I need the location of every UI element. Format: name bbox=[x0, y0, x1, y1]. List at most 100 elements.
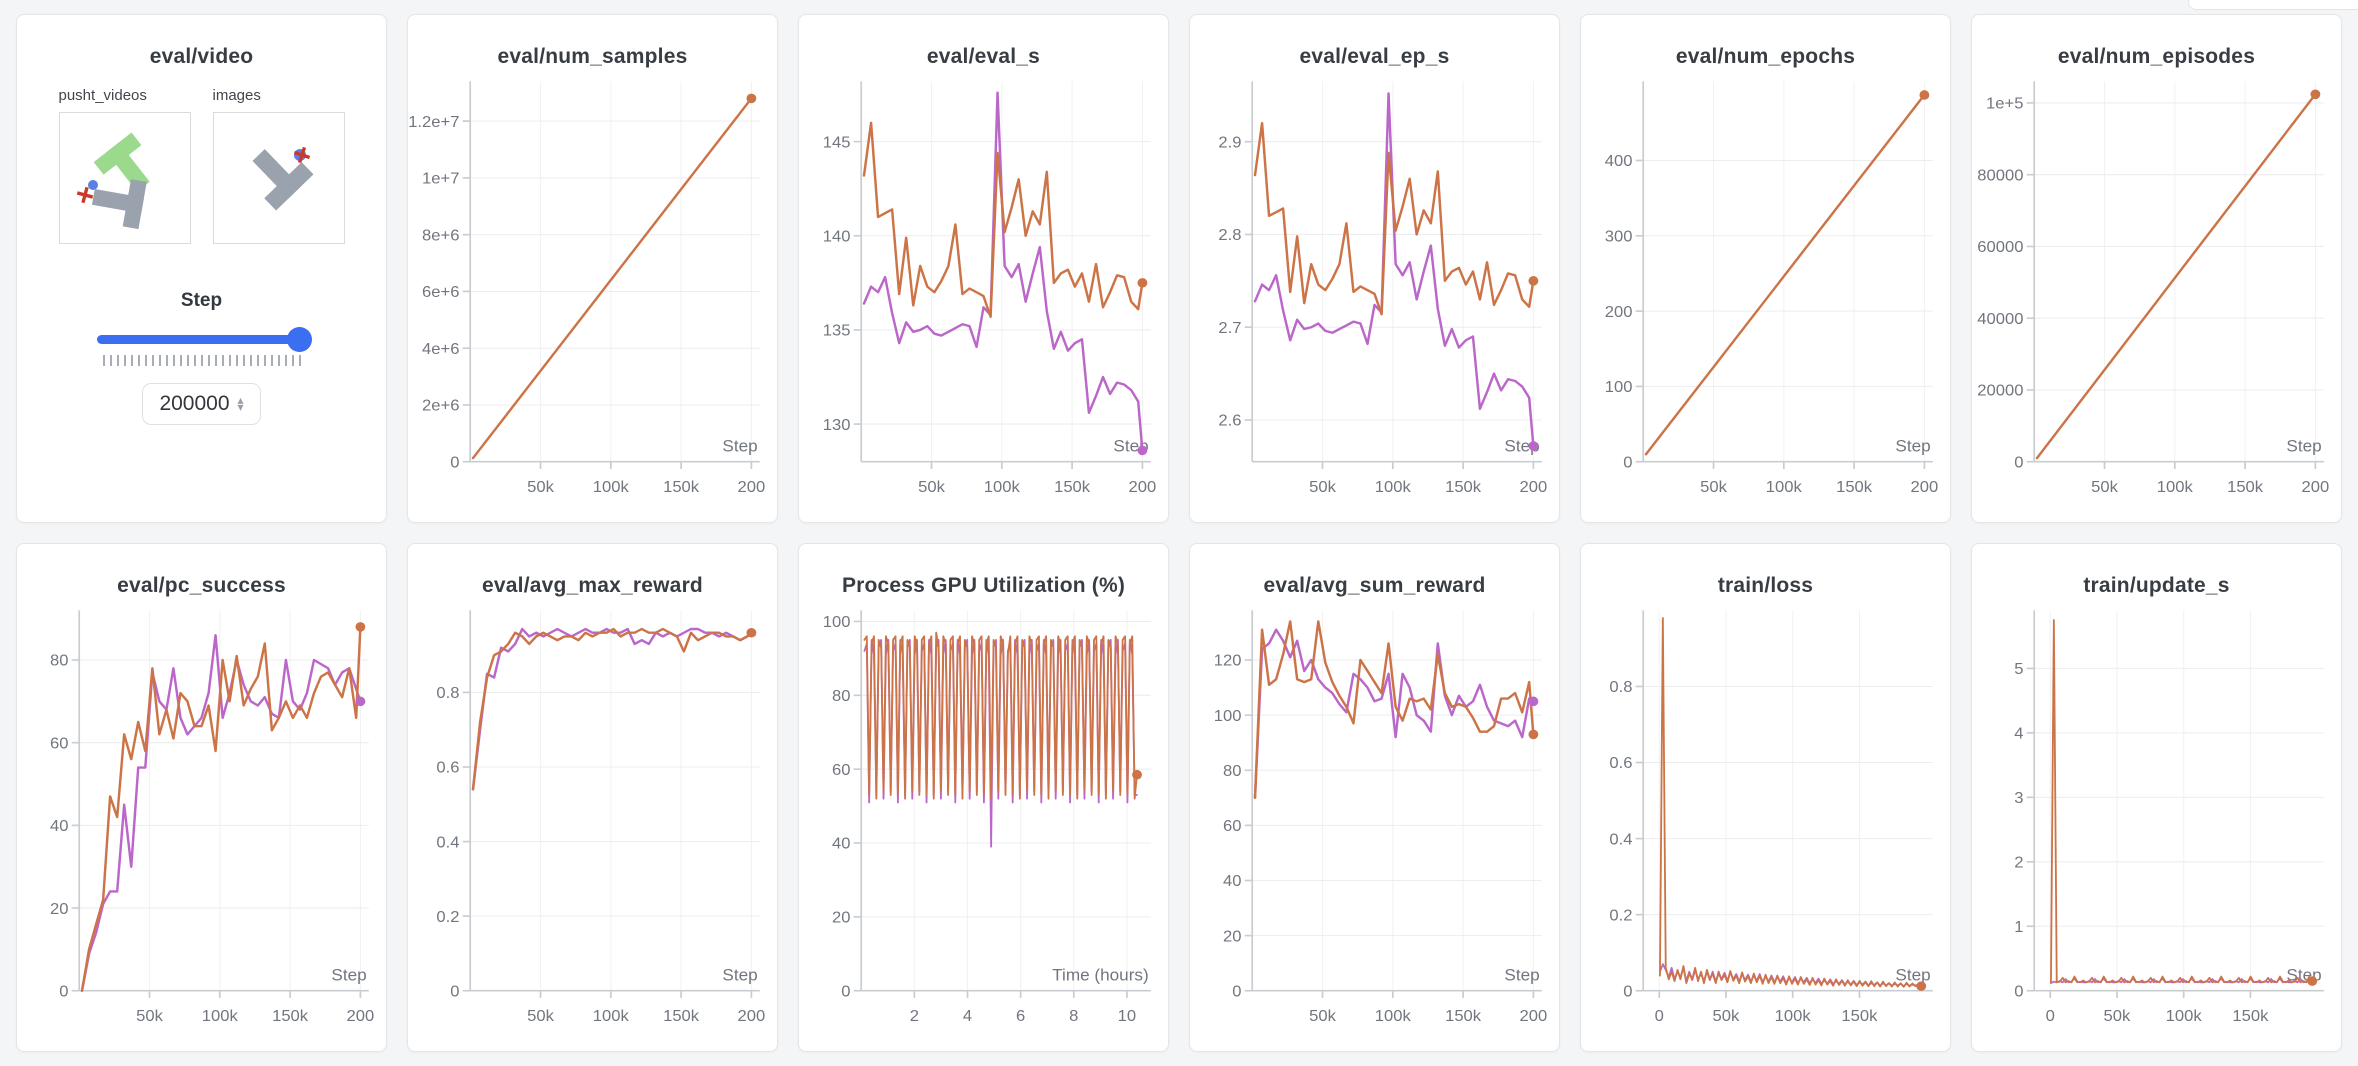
y-tick-label: 0 bbox=[450, 983, 459, 1001]
chart-canvas[interactable]: 0 20 40 60 80 100 120 50k 100k 150k 200 Step bbox=[1190, 600, 1559, 1051]
x-tick-label: 100k bbox=[202, 1007, 239, 1025]
step-slider[interactable] bbox=[96, 327, 312, 352]
media-column-images: images bbox=[212, 87, 345, 244]
x-tick-label: 50k bbox=[2091, 478, 2119, 496]
chart-canvas[interactable]: 0 20000 40000 60000 80000 1e+5 50k 100k 150k 200 S… bbox=[1972, 71, 2341, 522]
y-tick-label: 8e+6 bbox=[422, 227, 459, 245]
y-tick-label: 60 bbox=[1223, 817, 1241, 835]
x-tick-label: 2 bbox=[910, 1007, 919, 1025]
y-tick-label: 0.8 bbox=[436, 684, 459, 702]
chart-title: eval/eval_s bbox=[926, 45, 1041, 68]
spinner-up-icon[interactable]: ▴ bbox=[237, 392, 244, 407]
series-line-orange[interactable] bbox=[1659, 617, 1923, 988]
media-label: pusht_videos bbox=[58, 87, 147, 104]
series-line-purple[interactable] bbox=[80, 634, 362, 992]
y-tick-label: 0.2 bbox=[1609, 907, 1632, 925]
series-line-orange[interactable] bbox=[1253, 620, 1535, 799]
spinner-down-icon[interactable]: ▾ bbox=[237, 400, 244, 414]
y-tick-label: 0.4 bbox=[1609, 831, 1632, 849]
y-tick-label: 0.4 bbox=[436, 834, 459, 852]
y-tick-label: 400 bbox=[1605, 152, 1633, 170]
x-tick-label: 200 bbox=[1129, 478, 1157, 496]
y-tick-label: 60000 bbox=[1977, 238, 2023, 256]
y-tick-label: 80 bbox=[50, 652, 68, 670]
x-tick-label: 100k bbox=[593, 1007, 630, 1025]
y-tick-label: 1.2e+7 bbox=[408, 113, 459, 131]
media-column-pusht-videos: pusht_videos bbox=[58, 87, 191, 244]
series-line-orange[interactable] bbox=[80, 625, 362, 992]
y-tick-label: 60 bbox=[50, 735, 68, 753]
chart-canvas[interactable]: 0 20 40 60 80 50k 100k 150k 200 Step bbox=[17, 600, 386, 1051]
step-slider-track[interactable] bbox=[96, 335, 305, 344]
chart-canvas[interactable]: 0 0.2 0.4 0.6 0.8 0 50k 100k 150k Step bbox=[1581, 600, 1950, 1051]
y-tick-label: 4e+6 bbox=[422, 340, 459, 358]
series-line-purple[interactable] bbox=[471, 627, 753, 791]
x-tick-label: 100k bbox=[1375, 478, 1412, 496]
x-tick-label: 100k bbox=[593, 478, 630, 496]
video-panel-title: eval/video bbox=[149, 45, 254, 68]
x-tick-label: 100k bbox=[1775, 1007, 1812, 1025]
x-tick-label: 150k bbox=[272, 1007, 309, 1025]
chart-canvas[interactable]: 2.6 2.7 2.8 2.9 50k 100k 150k 200 Step bbox=[1190, 71, 1559, 522]
y-tick-label: 140 bbox=[823, 228, 851, 246]
x-tick-label: 100k bbox=[1375, 1007, 1412, 1025]
end-point-dot-orange bbox=[1528, 729, 1539, 740]
chart-canvas[interactable]: 0 0.2 0.4 0.6 0.8 50k 100k 150k 200 Step bbox=[408, 600, 777, 1051]
series-line-orange[interactable] bbox=[2035, 93, 2317, 460]
step-slider-thumb[interactable] bbox=[286, 327, 312, 352]
y-tick-label: 0.2 bbox=[436, 908, 459, 926]
chart-canvas[interactable]: 0 20 40 60 80 100 2 4 6 8 10 Time (hours) bbox=[799, 600, 1168, 1051]
series-line-orange[interactable] bbox=[2050, 619, 2314, 984]
x-tick-label: 200 bbox=[738, 478, 766, 496]
y-tick-label: 100 bbox=[1605, 378, 1633, 396]
number-spinner[interactable]: ▴ ▾ bbox=[237, 392, 244, 414]
series-line-purple[interactable] bbox=[1253, 92, 1535, 448]
x-tick-label: 4 bbox=[963, 1007, 972, 1025]
chart-panel-eval-pc-success: eval/pc_success 0 20 40 60 80 50k 100k 150k 200 S… bbox=[16, 543, 387, 1052]
chart-panel-eval-eval-s: eval/eval_s 130 135 140 145 50k 100k 150k 200 St… bbox=[798, 14, 1169, 523]
series-line-orange[interactable] bbox=[862, 121, 1144, 318]
x-tick-label: 100k bbox=[2157, 478, 2194, 496]
series-line-orange[interactable] bbox=[471, 97, 753, 460]
series-line-orange[interactable] bbox=[1644, 93, 1926, 456]
chart-title: eval/num_samples bbox=[497, 45, 688, 68]
series-line-purple[interactable] bbox=[862, 91, 1144, 452]
chart-panel-eval-num-samples: eval/num_samples 0 2e+6 4e+6 6e+6 8e+6 1e+7 1.… bbox=[407, 14, 778, 523]
y-tick-label: 40000 bbox=[1977, 310, 2023, 328]
pusht-image-icon bbox=[252, 146, 313, 211]
y-tick-label: 40 bbox=[1223, 872, 1241, 890]
y-tick-label: 20 bbox=[832, 909, 850, 927]
pusht-video-thumbnail[interactable] bbox=[58, 112, 191, 244]
chart-title: eval/avg_sum_reward bbox=[1263, 574, 1486, 597]
x-tick-label: 200 bbox=[347, 1007, 375, 1025]
video-panel: eval/video pusht_videos bbox=[16, 14, 387, 523]
images-thumbnail[interactable] bbox=[212, 112, 345, 244]
x-axis-label: Step bbox=[1895, 966, 1930, 985]
end-point-dot-orange bbox=[1916, 981, 1927, 991]
y-tick-label: 4 bbox=[2014, 725, 2023, 743]
y-tick-label: 120 bbox=[1214, 652, 1242, 670]
series-line-orange[interactable] bbox=[863, 631, 1138, 800]
y-tick-label: 2.8 bbox=[1218, 226, 1241, 244]
chart-title: eval/num_epochs bbox=[1675, 45, 1856, 68]
y-tick-label: 80000 bbox=[1977, 167, 2023, 185]
chart-title: eval/eval_ep_s bbox=[1299, 45, 1450, 68]
x-tick-label: 150k bbox=[1445, 478, 1482, 496]
chart-canvas[interactable]: 0 100 200 300 400 50k 100k 150k 200 Step bbox=[1581, 71, 1950, 522]
chart-canvas[interactable]: 0 2e+6 4e+6 6e+6 8e+6 1e+7 1.2e+7 50k 100k 150k 20… bbox=[408, 71, 777, 522]
y-tick-label: 0.6 bbox=[436, 759, 459, 777]
y-tick-label: 135 bbox=[823, 322, 851, 340]
chart-title: train/loss bbox=[1717, 574, 1814, 597]
y-tick-label: 20 bbox=[1223, 928, 1241, 946]
series-line-orange[interactable] bbox=[1253, 121, 1535, 316]
chart-panel-train-loss: train/loss 0 0.2 0.4 0.6 0.8 0 50k 100k 150k Step bbox=[1580, 543, 1951, 1052]
series-line-orange[interactable] bbox=[471, 627, 753, 791]
chart-panel-eval-num-episodes: eval/num_episodes 0 20000 40000 60000 80000 1… bbox=[1971, 14, 2342, 523]
y-tick-label: 100 bbox=[823, 613, 851, 631]
series-line-purple[interactable] bbox=[1253, 628, 1535, 799]
step-value-input[interactable]: 200000 ▴ ▾ bbox=[142, 383, 261, 425]
cutoff-panel-edge bbox=[2188, 0, 2358, 10]
